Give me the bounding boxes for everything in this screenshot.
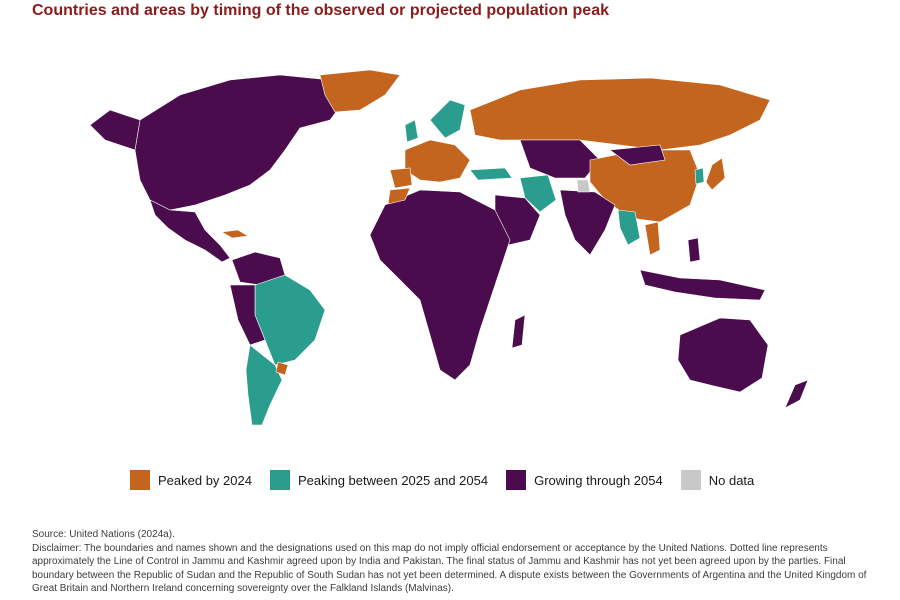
region-iberia xyxy=(389,167,413,189)
region-greenland xyxy=(319,69,401,113)
region-western-europe xyxy=(404,139,471,183)
legend-swatch-growing xyxy=(506,470,527,490)
notes: Source: United Nations (2024a). Disclaim… xyxy=(32,528,877,596)
region-myanmar-thailand xyxy=(617,209,641,246)
region-philippines xyxy=(687,237,701,263)
region-brazil xyxy=(254,274,326,366)
legend-item-growing: Growing through 2054 xyxy=(506,470,663,490)
region-canada-usa xyxy=(134,74,346,211)
legend-swatch-peaked xyxy=(130,470,150,490)
region-vietnam xyxy=(644,221,661,256)
legend-swatch-peaking xyxy=(269,470,290,490)
region-central-asia xyxy=(519,139,601,179)
legend-label-growing: Growing through 2054 xyxy=(534,472,663,488)
region-africa xyxy=(369,189,511,381)
source-note: Source: United Nations (2024a). xyxy=(32,529,175,540)
region-australia xyxy=(677,317,769,393)
legend: Peaked by 2024 Peaking between 2025 and … xyxy=(130,470,772,490)
legend-label-nodata: No data xyxy=(708,472,755,488)
region-russia xyxy=(469,77,771,151)
region-china xyxy=(589,149,701,223)
region-peru-bolivia xyxy=(229,284,266,346)
region-uruguay xyxy=(275,361,289,376)
legend-item-nodata: No data xyxy=(680,470,755,490)
legend-label-peaking: Peaking between 2025 and 2054 xyxy=(297,472,489,488)
region-madagascar xyxy=(511,314,526,349)
region-new-zealand xyxy=(784,379,809,409)
region-indonesia xyxy=(639,269,766,301)
region-cuba xyxy=(221,229,249,239)
map-title: Countries and areas by timing of the obs… xyxy=(32,2,609,19)
region-mongolia xyxy=(609,144,666,166)
region-scandinavia xyxy=(429,99,466,139)
region-japan xyxy=(705,157,726,191)
world-map xyxy=(89,69,809,426)
disclaimer-note: Disclaimer: The boundaries and names sho… xyxy=(32,542,867,595)
region-turkey xyxy=(469,167,513,181)
region-korea xyxy=(694,167,705,185)
region-india xyxy=(559,189,616,256)
legend-item-peaked: Peaked by 2024 xyxy=(130,470,252,490)
region-mexico-central-america xyxy=(149,199,231,263)
legend-swatch-nodata xyxy=(680,470,701,490)
region-morocco xyxy=(387,187,411,205)
region-uk xyxy=(404,119,419,143)
region-kashmir xyxy=(576,179,591,193)
legend-item-peaking: Peaking between 2025 and 2054 xyxy=(269,470,489,490)
region-iran xyxy=(519,174,557,213)
legend-label-peaked: Peaked by 2024 xyxy=(158,472,252,488)
region-alaska xyxy=(89,109,141,151)
